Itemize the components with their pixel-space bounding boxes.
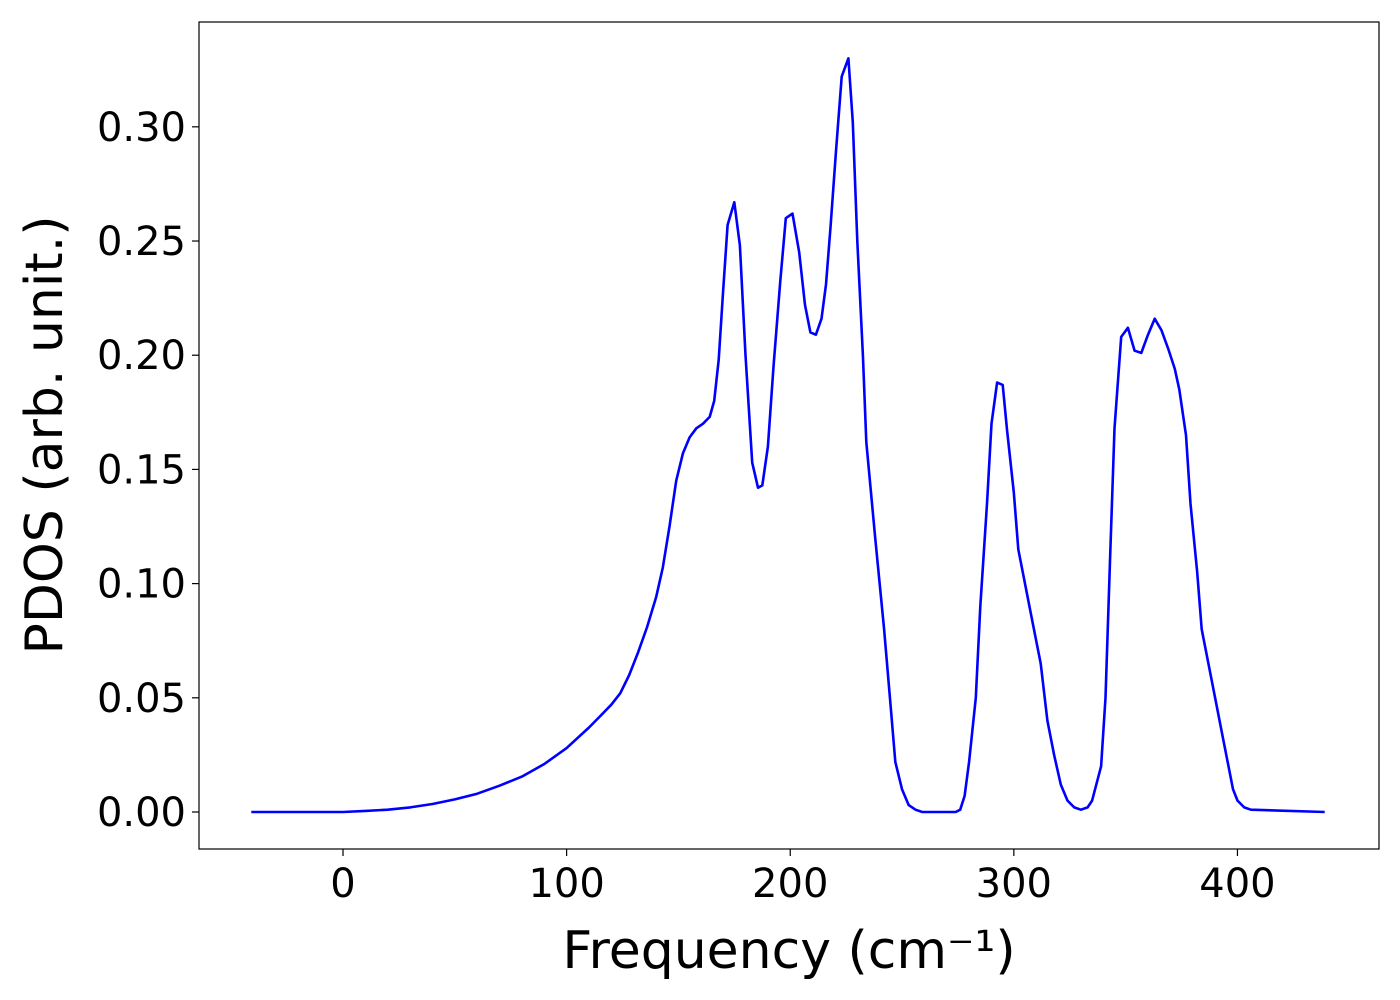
x-tick-label: 200 bbox=[752, 861, 828, 907]
y-tick-label: 0.10 bbox=[97, 562, 186, 608]
y-tick-label: 0.25 bbox=[97, 219, 186, 265]
y-tick-label: 0.20 bbox=[97, 333, 186, 379]
y-tick-label: 0.05 bbox=[97, 676, 186, 722]
x-tick-label: 300 bbox=[976, 861, 1052, 907]
y-axis-label: PDOS (arb. unit.) bbox=[15, 215, 75, 654]
y-tick-label: 0.30 bbox=[97, 105, 186, 151]
x-tick-label: 100 bbox=[528, 861, 604, 907]
data-line bbox=[251, 57, 1325, 814]
y-tick-label: 0.15 bbox=[97, 447, 186, 493]
x-tick-label: 0 bbox=[330, 861, 355, 907]
x-tick-label: 400 bbox=[1199, 861, 1275, 907]
y-tick-label: 0.00 bbox=[97, 790, 186, 836]
plot-frame bbox=[198, 21, 1380, 850]
x-axis-label: Frequency (cm⁻¹) bbox=[562, 921, 1015, 981]
